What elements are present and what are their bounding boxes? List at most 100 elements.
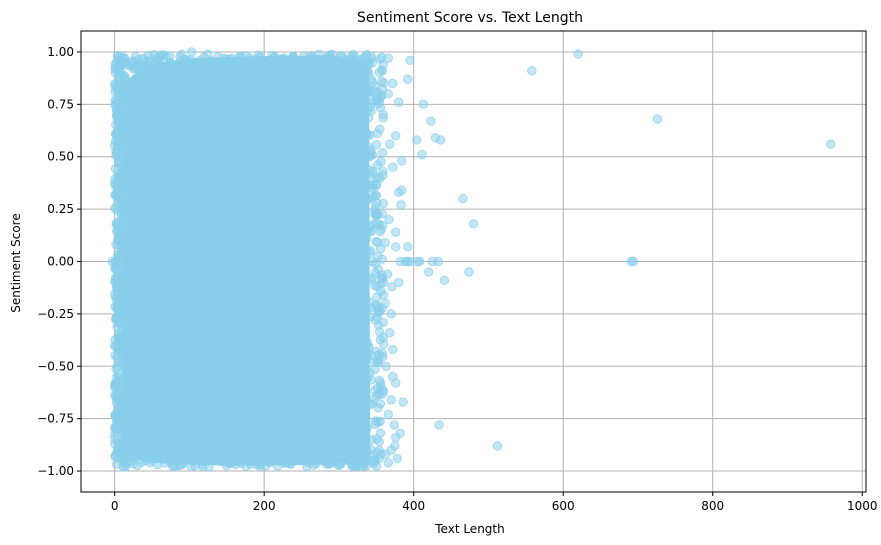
data-point bbox=[375, 226, 385, 237]
data-point bbox=[255, 446, 265, 456]
data-point bbox=[394, 277, 404, 288]
data-point bbox=[403, 242, 413, 252]
y-tick-label: −0.25 bbox=[37, 307, 74, 321]
y-tick-label: 0.25 bbox=[47, 202, 74, 216]
data-point bbox=[375, 428, 386, 438]
data-point bbox=[367, 57, 378, 68]
data-point bbox=[286, 443, 297, 453]
data-point bbox=[340, 347, 351, 357]
data-point bbox=[355, 77, 365, 87]
y-axis-label: Sentiment Score bbox=[9, 213, 23, 312]
data-point bbox=[346, 371, 356, 382]
data-point bbox=[111, 191, 121, 201]
y-tick-label: −0.50 bbox=[37, 359, 74, 373]
data-point bbox=[280, 67, 290, 77]
data-point bbox=[382, 269, 393, 279]
data-point bbox=[391, 242, 401, 252]
data-point bbox=[826, 139, 836, 149]
data-point bbox=[239, 66, 249, 77]
data-point bbox=[186, 47, 197, 57]
data-point bbox=[350, 380, 360, 390]
data-point bbox=[220, 54, 231, 64]
data-point bbox=[112, 418, 123, 428]
data-point bbox=[113, 67, 123, 78]
data-point bbox=[366, 106, 376, 116]
data-point bbox=[349, 313, 360, 324]
data-point bbox=[340, 193, 350, 204]
data-point bbox=[174, 460, 184, 471]
data-point bbox=[284, 455, 294, 465]
data-point bbox=[362, 84, 372, 95]
data-point bbox=[288, 55, 298, 65]
data-point bbox=[360, 417, 370, 428]
data-point bbox=[234, 455, 244, 466]
data-point bbox=[111, 219, 121, 229]
data-point bbox=[403, 74, 413, 84]
data-point bbox=[378, 317, 388, 328]
data-point bbox=[394, 187, 404, 198]
data-point bbox=[113, 357, 123, 367]
data-point bbox=[347, 55, 358, 65]
x-tick-label: 200 bbox=[253, 499, 276, 513]
data-point bbox=[303, 64, 313, 74]
data-point bbox=[335, 276, 345, 287]
data-point bbox=[120, 348, 130, 359]
data-point bbox=[111, 378, 121, 388]
data-point bbox=[112, 177, 123, 187]
data-point bbox=[383, 409, 393, 420]
data-point bbox=[354, 69, 365, 79]
data-point bbox=[252, 459, 262, 470]
data-point bbox=[391, 227, 401, 237]
data-point bbox=[349, 232, 360, 243]
data-point bbox=[337, 434, 347, 445]
data-point bbox=[337, 158, 347, 168]
data-point bbox=[348, 160, 358, 170]
data-point bbox=[391, 131, 401, 141]
data-point bbox=[166, 61, 176, 72]
data-point bbox=[343, 393, 353, 404]
x-tick-label: 600 bbox=[552, 499, 575, 513]
data-point bbox=[353, 118, 363, 128]
data-point bbox=[304, 455, 315, 465]
data-point bbox=[377, 76, 387, 87]
y-axis-ticks: −1.00 −0.75 −0.50 −0.25 0.00 0.25 0.50 0.75 1.00 bbox=[37, 45, 81, 478]
data-point bbox=[351, 412, 362, 422]
data-point bbox=[573, 49, 583, 59]
data-point bbox=[368, 394, 379, 404]
data-point bbox=[118, 457, 128, 467]
data-point bbox=[147, 449, 157, 460]
data-point bbox=[120, 388, 130, 399]
x-tick-label: 800 bbox=[701, 499, 724, 513]
data-points bbox=[107, 47, 836, 472]
data-point bbox=[337, 51, 347, 61]
data-point bbox=[117, 199, 127, 210]
data-point bbox=[377, 66, 387, 76]
data-point bbox=[344, 184, 354, 195]
data-point bbox=[417, 149, 427, 160]
data-point bbox=[113, 80, 124, 91]
data-point bbox=[120, 99, 130, 109]
data-point bbox=[392, 453, 402, 464]
data-point bbox=[120, 124, 130, 135]
data-point bbox=[364, 342, 374, 353]
data-point bbox=[388, 78, 398, 89]
data-point bbox=[113, 288, 123, 298]
data-point bbox=[366, 74, 377, 85]
data-point bbox=[109, 340, 120, 351]
data-point bbox=[342, 106, 352, 116]
data-point bbox=[379, 386, 389, 397]
data-point bbox=[369, 205, 380, 216]
data-point bbox=[319, 454, 329, 464]
data-point bbox=[120, 404, 130, 415]
data-point bbox=[312, 65, 322, 76]
data-point bbox=[367, 256, 378, 267]
data-point bbox=[294, 442, 305, 452]
data-point bbox=[387, 281, 397, 292]
data-point bbox=[346, 134, 356, 145]
data-point bbox=[423, 267, 434, 277]
x-tick-label: 400 bbox=[402, 499, 425, 513]
data-point bbox=[352, 143, 363, 154]
x-axis-ticks: 0 200 400 600 800 1000 bbox=[111, 492, 878, 513]
data-point bbox=[527, 66, 537, 76]
data-point bbox=[388, 162, 398, 172]
